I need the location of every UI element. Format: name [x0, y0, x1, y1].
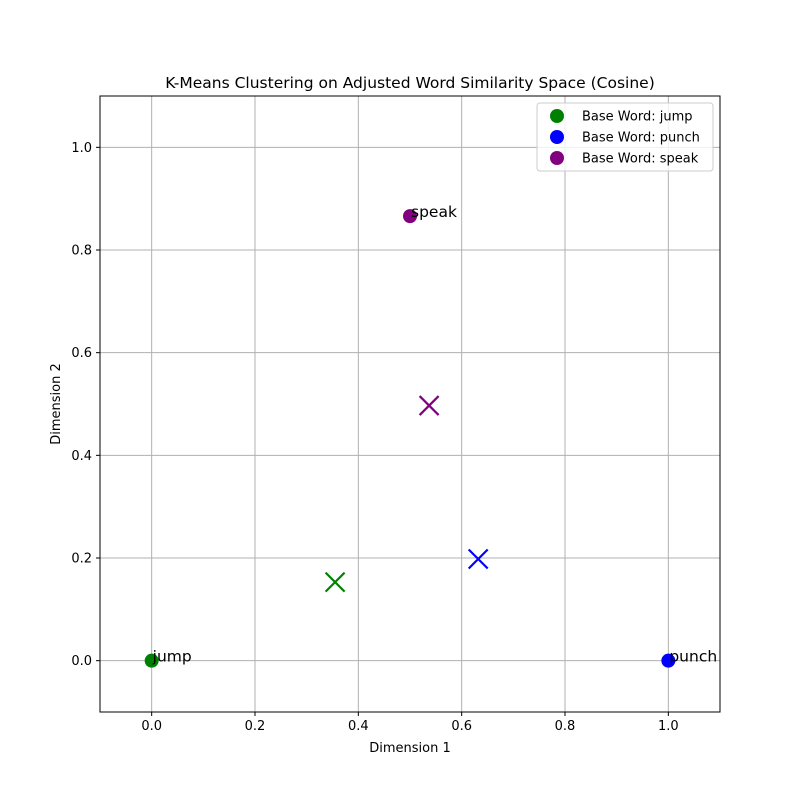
legend-entry: Base Word: speak — [582, 152, 699, 167]
y-tick-label: 0.2 — [71, 552, 92, 567]
x-tick-label: 0.4 — [348, 719, 369, 734]
x-tick-label: 0.8 — [555, 719, 576, 734]
centroid-stroke — [418, 395, 440, 416]
centroid-marker — [467, 548, 489, 570]
y-tick-label: 0.0 — [71, 654, 92, 669]
legend-box — [536, 102, 714, 172]
x-tick-label: 1.0 — [658, 719, 679, 734]
axis-ticks: 0.0 0.2 0.4 0.6 0.8 1.0 0.0 0.2 0.4 0.6 0.8 1.0 — [71, 141, 678, 734]
x-tick-label: 0.0 — [141, 719, 162, 734]
y-axis-label: Dimension 2 — [49, 363, 64, 445]
y-tick-label: 0.8 — [71, 244, 92, 259]
x-axis-label: Dimension 1 — [369, 741, 451, 756]
centroid-marker — [324, 571, 346, 593]
data-point — [144, 653, 159, 668]
chart-title: K-Means Clustering on Adjusted Word Simi… — [165, 74, 655, 92]
y-tick-label: 0.6 — [71, 346, 92, 361]
point-label: punch — [669, 648, 717, 666]
legend-marker — [550, 109, 564, 123]
y-tick-label: 1.0 — [71, 141, 92, 156]
legend-marker — [550, 130, 564, 144]
legend-entry: Base Word: punch — [582, 131, 700, 146]
centroid-stroke — [324, 571, 346, 593]
plot-area — [99, 95, 721, 713]
centroid-stroke — [467, 548, 489, 570]
legend-entry: Base Word: jump — [582, 110, 692, 125]
x-tick-label: 0.2 — [245, 719, 266, 734]
grid-lines — [100, 96, 720, 712]
y-tick-label: 0.4 — [71, 449, 92, 464]
x-tick-label: 0.6 — [451, 719, 472, 734]
data-marks: jump punch speak — [144, 203, 717, 668]
legend: Base Word: jump Base Word: punch Base Word… — [536, 102, 714, 172]
data-point — [403, 209, 417, 224]
data-point — [661, 653, 676, 668]
legend-marker — [550, 151, 564, 165]
centroid-marker — [418, 395, 440, 416]
point-label: speak — [411, 203, 457, 221]
point-label: jump — [152, 648, 192, 666]
